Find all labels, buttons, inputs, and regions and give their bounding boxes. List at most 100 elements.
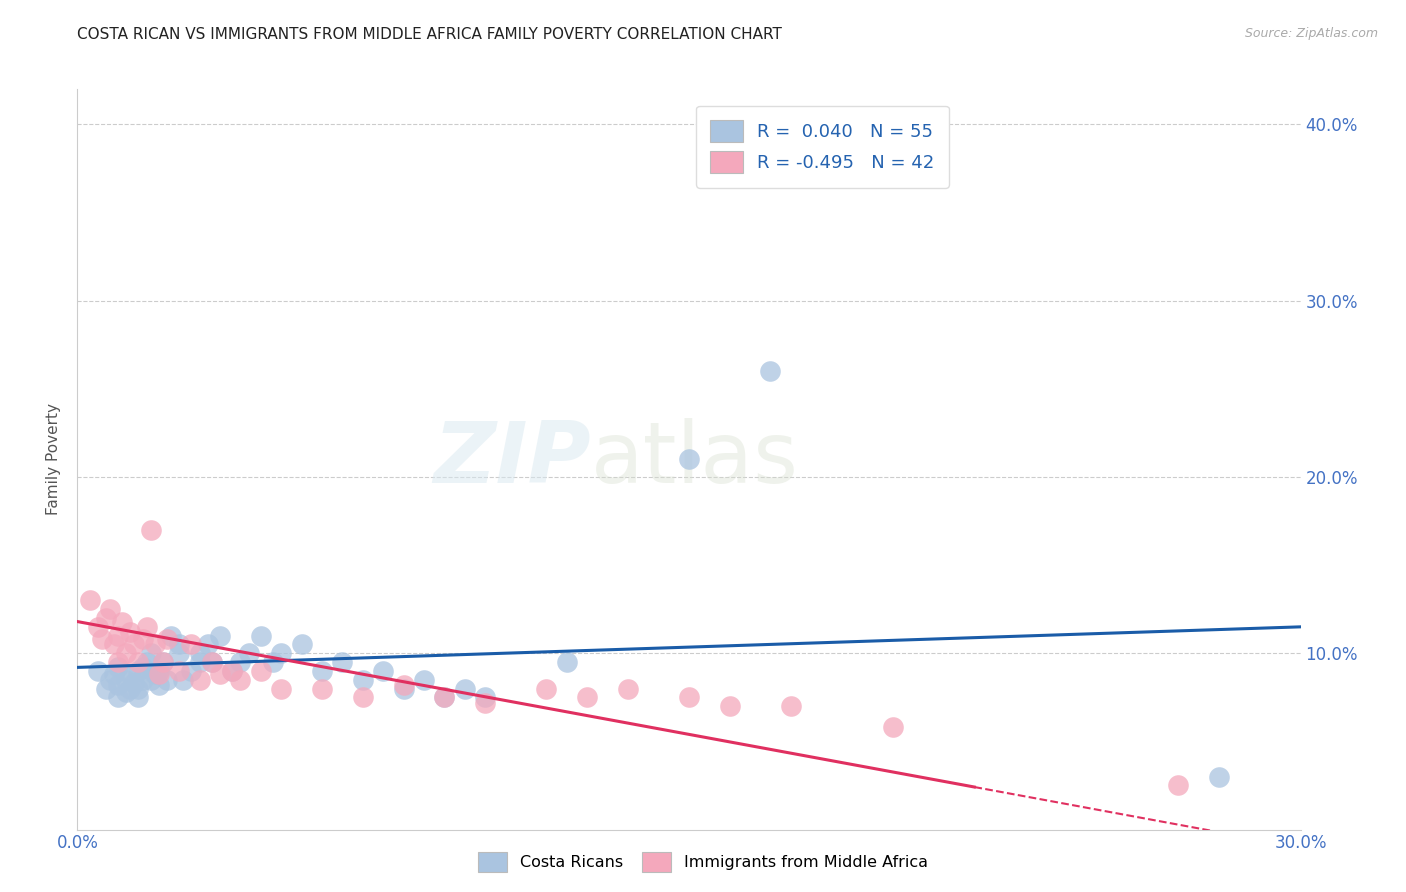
Point [107,629,129,643]
Point [120,667,142,681]
Point [115,673,138,687]
Point [576,690,599,705]
Text: atlas: atlas [591,417,799,501]
Y-axis label: Family Poverty: Family Poverty [45,403,60,516]
Point [98,673,121,687]
Point [352,673,374,687]
Point [143,667,166,681]
Point [169,664,191,678]
Point [148,667,170,681]
Point [103,667,125,681]
Point [98,602,121,616]
Point [127,664,149,678]
Point [120,681,142,696]
Point [127,681,149,696]
Text: Source: ZipAtlas.com: Source: ZipAtlas.com [1244,27,1378,40]
Point [201,655,224,669]
Point [131,660,153,674]
Point [169,646,191,660]
Point [87,620,110,634]
Point [413,673,436,687]
Point [148,678,170,692]
Point [188,655,211,669]
Point [127,690,149,705]
Point [180,637,202,651]
Point [139,523,162,537]
Point [678,452,700,467]
Point [131,673,153,687]
Point [250,629,273,643]
Point [156,632,179,647]
Point [332,655,354,669]
Point [433,690,456,705]
Point [107,660,129,674]
Point [311,681,333,696]
Point [139,673,162,687]
Point [90,632,112,647]
Legend: Costa Ricans, Immigrants from Middle Africa: Costa Ricans, Immigrants from Middle Afr… [471,844,935,880]
Point [718,699,741,714]
Point [172,673,194,687]
Legend: R =  0.040   N = 55, R = -0.495   N = 42: R = 0.040 N = 55, R = -0.495 N = 42 [696,105,949,187]
Point [238,646,260,660]
Point [371,664,394,678]
Text: ZIP: ZIP [433,417,591,501]
Point [124,637,146,651]
Point [882,720,904,734]
Point [197,637,219,651]
Point [221,664,243,678]
Point [453,681,475,696]
Point [107,678,129,692]
Point [474,690,496,705]
Point [107,690,129,705]
Point [103,637,125,651]
Point [152,655,174,669]
Point [124,676,146,690]
Point [156,673,179,687]
Point [148,664,170,678]
Point [107,655,129,669]
Point [143,637,166,651]
Point [87,664,110,678]
Point [759,364,782,378]
Point [152,655,174,669]
Point [229,673,252,687]
Point [433,690,456,705]
Point [208,629,231,643]
Point [131,632,153,647]
Point [534,681,557,696]
Point [290,637,312,651]
Text: COSTA RICAN VS IMMIGRANTS FROM MIDDLE AFRICA FAMILY POVERTY CORRELATION CHART: COSTA RICAN VS IMMIGRANTS FROM MIDDLE AF… [77,27,782,42]
Point [270,646,292,660]
Point [1208,770,1230,784]
Point [115,685,138,699]
Point [201,655,224,669]
Point [115,646,138,660]
Point [169,637,191,651]
Point [135,620,157,634]
Point [188,646,211,660]
Point [160,629,183,643]
Point [111,615,134,629]
Point [392,678,415,692]
Point [474,696,496,710]
Point [1167,779,1189,793]
Point [79,593,101,607]
Point [208,667,231,681]
Point [120,625,142,640]
Point [352,690,374,705]
Point [229,655,252,669]
Point [555,655,578,669]
Point [270,681,292,696]
Point [392,681,415,696]
Point [221,664,243,678]
Point [94,611,117,625]
Point [262,655,284,669]
Point [250,664,273,678]
Point [127,655,149,669]
Point [311,664,333,678]
Point [617,681,640,696]
Point [188,673,211,687]
Point [94,681,117,696]
Point [779,699,801,714]
